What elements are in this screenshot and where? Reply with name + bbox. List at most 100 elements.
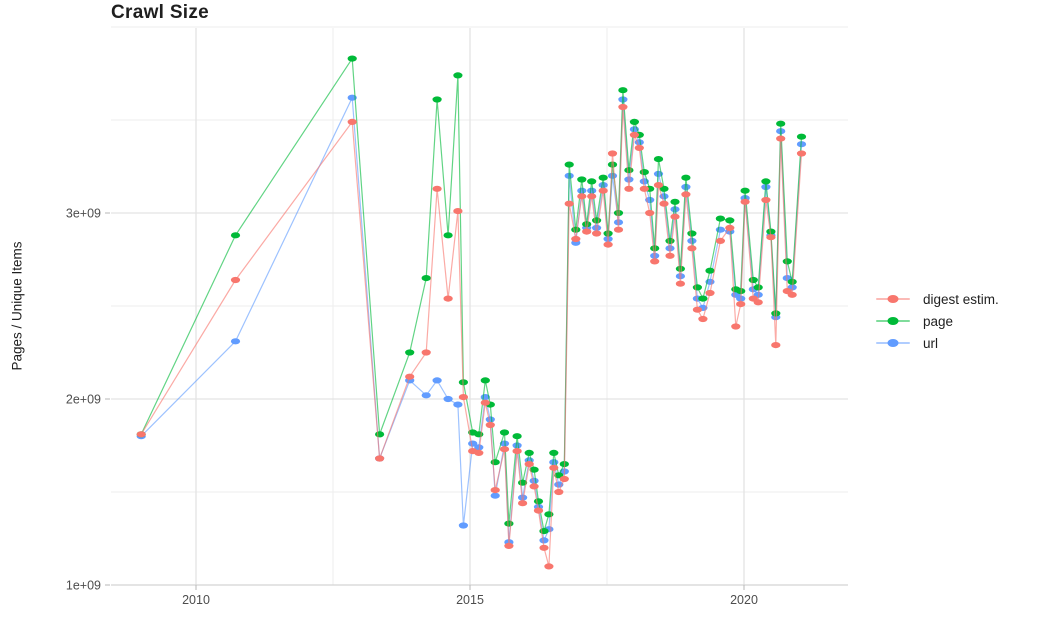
data-point-digestestim	[554, 488, 564, 496]
legend: digest estim. page url	[876, 291, 999, 351]
legend-item-url: url	[876, 335, 999, 351]
data-point-page	[598, 174, 608, 181]
data-point-digestestim	[230, 276, 241, 284]
data-point-digestestim	[766, 234, 776, 241]
data-point-url	[512, 442, 522, 449]
data-point-page	[687, 230, 697, 237]
data-point-digestestim	[524, 461, 534, 468]
data-point-digestestim	[564, 200, 574, 207]
data-point-url	[577, 187, 587, 194]
data-point-url	[587, 187, 597, 194]
data-point-digestestim	[645, 209, 655, 217]
legend-key-icon	[876, 292, 910, 306]
data-point-page	[787, 278, 797, 285]
data-point-digestestim	[715, 237, 726, 244]
data-point-digestestim	[613, 226, 624, 233]
data-point-digestestim	[692, 306, 703, 313]
data-point-digestestim	[347, 118, 357, 125]
data-point-digestestim	[665, 252, 675, 259]
data-point-page	[715, 215, 726, 222]
data-point-digestestim	[659, 200, 669, 207]
data-point-page	[512, 433, 522, 440]
data-point-digestestim	[687, 245, 697, 252]
data-point-page	[653, 156, 664, 163]
legend-item-digestestim: digest estim.	[876, 291, 999, 307]
legend-label: digest estim.	[923, 291, 999, 307]
data-point-page	[782, 258, 792, 265]
data-point-page	[587, 178, 597, 185]
data-point-page	[490, 459, 500, 466]
data-point-url	[539, 537, 549, 544]
data-point-page	[582, 221, 592, 228]
data-point-digestestim	[740, 198, 750, 205]
data-point-digestestim	[681, 191, 691, 198]
data-point-url	[443, 395, 453, 403]
data-point-page	[670, 198, 680, 205]
data-point-digestestim	[512, 448, 522, 455]
y-tick-label: 2e+09	[66, 393, 101, 407]
data-point-digestestim	[571, 235, 581, 243]
data-point-digestestim	[603, 241, 613, 248]
data-point-digestestim	[577, 193, 587, 200]
data-point-page	[443, 232, 453, 239]
data-point-page	[480, 377, 490, 384]
data-point-digestestim	[136, 431, 146, 438]
data-point-digestestim	[474, 449, 484, 456]
data-point-page	[629, 118, 640, 125]
data-point-digestestim	[761, 196, 771, 204]
data-point-digestestim	[624, 185, 634, 192]
data-point-digestestim	[539, 544, 549, 551]
data-point-digestestim	[653, 182, 664, 189]
data-point-page	[771, 310, 781, 317]
chart-title: Crawl Size	[111, 2, 210, 23]
data-point-page	[347, 55, 357, 62]
data-point-digestestim	[698, 315, 708, 323]
data-point-page	[432, 96, 442, 103]
data-point-digestestim	[618, 103, 628, 111]
data-point-digestestim	[771, 342, 781, 349]
data-point-url	[421, 392, 431, 399]
data-point-digestestim	[582, 228, 592, 235]
x-tick-label: 2010	[182, 593, 210, 607]
data-point-page	[650, 245, 660, 252]
data-point-page	[375, 431, 385, 438]
legend-label: url	[923, 335, 939, 351]
data-point-page	[453, 72, 463, 79]
data-point-url	[665, 245, 675, 252]
data-point-page	[421, 275, 431, 282]
data-point-digestestim	[598, 187, 608, 194]
legend-item-page: page	[876, 314, 999, 329]
data-point-page	[665, 237, 675, 244]
data-point-page	[624, 167, 634, 174]
data-point-page	[564, 161, 574, 168]
data-point-digestestim	[405, 373, 415, 380]
legend-key-icon	[876, 336, 910, 350]
data-point-digestestim	[736, 301, 746, 308]
data-point-url	[453, 401, 463, 408]
data-point-url	[670, 206, 680, 213]
x-tick-label: 2020	[730, 593, 758, 607]
data-point-page	[639, 169, 649, 176]
y-axis-title: Pages / Unique Items	[9, 241, 25, 371]
data-point-url	[598, 182, 608, 189]
data-point-page	[725, 217, 735, 224]
data-point-digestestim	[787, 291, 797, 298]
data-point-url	[624, 176, 634, 183]
x-tick-label: 2015	[456, 593, 484, 607]
data-point-digestestim	[796, 150, 807, 157]
data-point-url	[432, 377, 442, 384]
data-point-digestestim	[490, 487, 500, 494]
data-point-page	[549, 449, 559, 456]
data-point-digestestim	[499, 446, 510, 453]
data-point-digestestim	[607, 150, 618, 157]
data-point-page	[681, 174, 691, 181]
data-point-url	[468, 440, 478, 447]
data-point-digestestim	[504, 542, 514, 550]
y-tick-label: 1e+09	[66, 579, 101, 593]
data-point-digestestim	[533, 507, 544, 514]
data-point-page	[405, 349, 415, 356]
data-point-digestestim	[559, 475, 569, 483]
data-point-digestestim	[731, 323, 741, 330]
